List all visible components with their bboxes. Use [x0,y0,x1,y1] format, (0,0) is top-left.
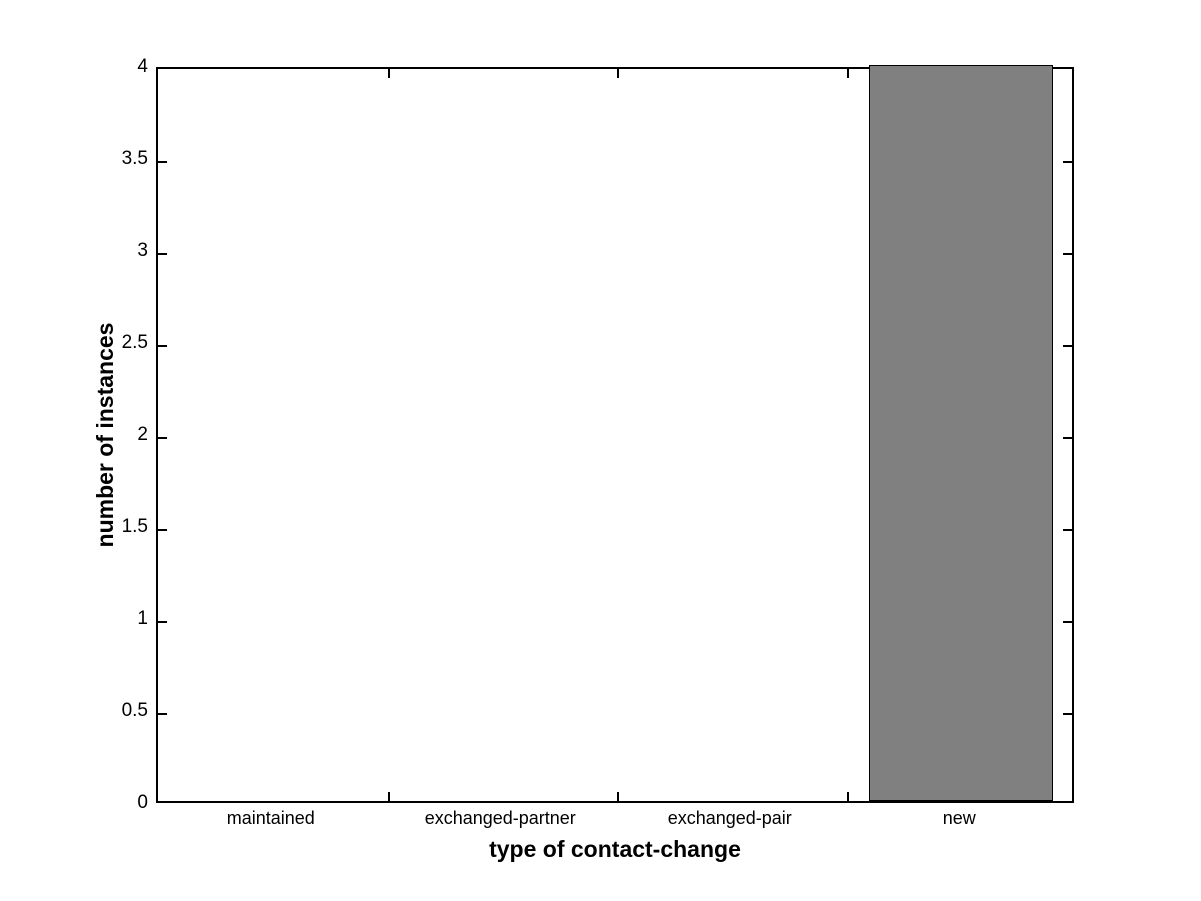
y-axis-title: number of instances [92,322,118,548]
y-tick-mark [1063,621,1072,623]
x-tick-mark [617,792,619,801]
y-tick-mark [1063,713,1072,715]
bar [869,65,1054,801]
x-tick-mark [617,69,619,78]
x-tick-mark [387,69,390,78]
y-tick-label: 2 [137,424,148,445]
y-tick-label: 1.5 [121,516,148,537]
y-tick-mark [158,713,167,715]
x-tick-mark [846,792,849,801]
y-tick-label: 4 [137,56,148,77]
x-axis-title: type of contact-change [489,836,741,862]
y-tick-mark [1063,529,1072,531]
y-tick-mark [158,529,167,531]
y-tick-label: 0.5 [121,700,148,721]
plot-area [156,65,1074,803]
x-tick-mark [846,69,849,78]
y-tick-mark [158,437,167,439]
x-tick-label: exchanged-partner [424,808,576,828]
y-tick-label: 3.5 [121,148,148,169]
y-tick-label: 1 [137,608,148,629]
y-tick-mark [158,345,167,347]
y-tick-mark [158,253,167,255]
x-tick-label: maintained [226,808,315,828]
bars-layer [158,65,1072,801]
x-tick-label: exchanged-pair [667,808,792,828]
y-tick-mark [1063,161,1072,163]
x-axis-tick-labels: maintained exchanged-partner exchanged-pai… [156,808,1074,834]
y-tick-mark [1063,345,1072,347]
y-tick-mark [158,621,167,623]
x-tick-label: new [942,808,976,828]
y-tick-mark [1063,437,1072,439]
y-tick-mark [158,161,167,163]
x-tick-mark [387,792,390,801]
y-tick-mark [1063,253,1072,255]
y-tick-label: 3 [137,240,148,261]
y-axis-tick-labels: 0 0.5 1 1.5 2 2.5 3 3.5 4 [96,56,148,813]
y-tick-label: 0 [137,792,148,813]
y-tick-label: 2.5 [121,332,148,353]
